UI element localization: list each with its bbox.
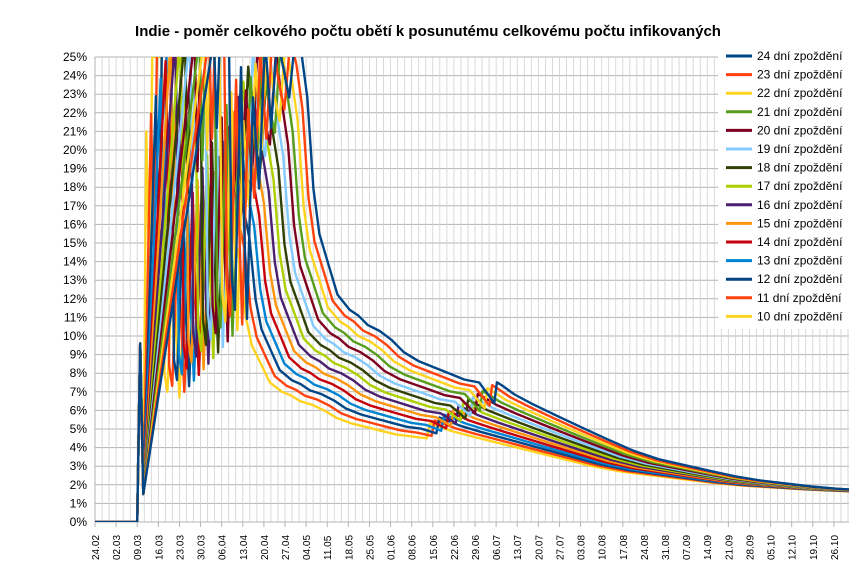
y-tick-label: 18% bbox=[63, 180, 87, 194]
y-tick-label: 11% bbox=[64, 310, 87, 324]
x-tick-label: 09.03 bbox=[133, 535, 144, 560]
x-tick-label: 10.08 bbox=[598, 535, 609, 560]
x-tick-label: 04.05 bbox=[302, 535, 313, 560]
x-tick-label: 13.04 bbox=[239, 535, 250, 560]
x-axis: 24.02 02.03 09.03 16.03 23.03 30.03 06.04 13.04… bbox=[91, 521, 849, 560]
legend-label: 16 dní zpoždění bbox=[757, 198, 843, 212]
x-tick-label: 06.04 bbox=[218, 535, 229, 560]
legend-label: 19 dní zpoždění bbox=[757, 142, 843, 156]
x-tick-label: 18.05 bbox=[344, 535, 355, 560]
x-tick-label: 30.03 bbox=[197, 535, 208, 560]
x-tick-label: 22.06 bbox=[450, 535, 461, 560]
x-tick-label: 28.09 bbox=[745, 535, 756, 560]
y-tick-label: 3% bbox=[70, 459, 88, 473]
legend-label: 23 dní zpoždění bbox=[757, 68, 843, 82]
legend-label: 12 dní zpoždění bbox=[757, 272, 843, 286]
legend-label: 21 dní zpoždění bbox=[757, 105, 843, 119]
legend-label: 14 dní zpoždění bbox=[757, 235, 843, 249]
x-tick-label: 12.10 bbox=[788, 535, 799, 560]
legend: 24 dní zpoždění 23 dní zpoždění 22 dní zpo… bbox=[718, 45, 852, 329]
y-tick-label: 25% bbox=[63, 50, 87, 64]
x-tick-label: 06.07 bbox=[492, 535, 503, 560]
y-tick-label: 1% bbox=[70, 496, 88, 510]
y-tick-label: 5% bbox=[70, 422, 88, 436]
x-tick-label: 24.08 bbox=[640, 535, 651, 560]
y-tick-label: 6% bbox=[70, 403, 88, 417]
x-tick-label: 20.07 bbox=[534, 535, 545, 560]
legend-label: 10 dní zpoždění bbox=[757, 309, 843, 323]
legend-label: 11 dní zpoždění bbox=[757, 291, 842, 305]
legend-label: 24 dní zpoždění bbox=[757, 49, 843, 63]
x-tick-label: 07.09 bbox=[682, 535, 693, 560]
x-tick-label: 24.02 bbox=[91, 535, 102, 560]
legend-label: 17 dní zpoždění bbox=[757, 179, 843, 193]
legend-label: 20 dní zpoždění bbox=[757, 123, 843, 137]
y-tick-label: 13% bbox=[63, 273, 87, 287]
series-lines bbox=[95, 57, 849, 522]
y-tick-label: 2% bbox=[70, 478, 88, 492]
x-tick-label: 11.05 bbox=[323, 535, 334, 560]
y-axis: 0% 1% 2% 3% 4% 5% 6% 7% 8% 9% 10% 11% 12% 13% 14% 15% 16… bbox=[63, 50, 96, 529]
x-tick-label: 15.06 bbox=[429, 535, 440, 560]
x-tick-label: 14.09 bbox=[703, 535, 714, 560]
x-tick-label: 17.08 bbox=[619, 535, 630, 560]
x-tick-label: 01.06 bbox=[387, 535, 398, 560]
y-tick-label: 0% bbox=[70, 515, 88, 529]
x-tick-label: 31.08 bbox=[661, 535, 672, 560]
x-tick-label: 25.05 bbox=[365, 535, 376, 560]
x-tick-label: 19.10 bbox=[809, 535, 820, 560]
y-tick-label: 12% bbox=[63, 292, 87, 306]
chart-title: Indie - poměr celkového počtu obětí k po… bbox=[135, 23, 721, 40]
y-tick-label: 17% bbox=[63, 199, 87, 213]
y-tick-label: 16% bbox=[63, 217, 87, 231]
y-tick-label: 4% bbox=[70, 441, 88, 455]
x-tick-label: 26.10 bbox=[830, 535, 841, 560]
y-tick-label: 23% bbox=[63, 87, 87, 101]
legend-label: 15 dní zpoždění bbox=[757, 216, 843, 230]
x-tick-label: 03.08 bbox=[577, 535, 588, 560]
x-tick-label: 02.03 bbox=[112, 535, 123, 560]
legend-label: 18 dní zpoždění bbox=[757, 161, 843, 175]
x-tick-label: 21.09 bbox=[724, 535, 735, 560]
x-tick-label: 23.03 bbox=[175, 535, 186, 560]
y-tick-label: 15% bbox=[63, 236, 87, 250]
y-tick-label: 9% bbox=[70, 348, 88, 362]
series-line bbox=[95, 57, 849, 522]
y-tick-label: 19% bbox=[63, 162, 87, 176]
legend-label: 22 dní zpoždění bbox=[757, 86, 843, 100]
x-tick-label: 27.04 bbox=[281, 535, 292, 560]
y-tick-label: 8% bbox=[70, 366, 88, 380]
y-tick-label: 14% bbox=[63, 255, 87, 269]
y-tick-label: 10% bbox=[63, 329, 87, 343]
legend-label: 13 dní zpoždění bbox=[757, 254, 843, 268]
x-tick-label: 29.06 bbox=[471, 535, 482, 560]
y-tick-label: 22% bbox=[63, 106, 87, 120]
x-tick-label: 27.07 bbox=[555, 535, 566, 560]
y-tick-label: 21% bbox=[63, 124, 87, 138]
x-tick-label: 08.06 bbox=[408, 535, 419, 560]
x-tick-label: 13.07 bbox=[513, 535, 524, 560]
y-tick-label: 20% bbox=[63, 143, 87, 157]
x-tick-label: 16.03 bbox=[154, 535, 165, 560]
x-tick-label: 20.04 bbox=[260, 535, 271, 560]
y-tick-label: 24% bbox=[63, 69, 87, 83]
y-tick-label: 7% bbox=[70, 385, 88, 399]
x-tick-label: 05.10 bbox=[767, 535, 778, 560]
